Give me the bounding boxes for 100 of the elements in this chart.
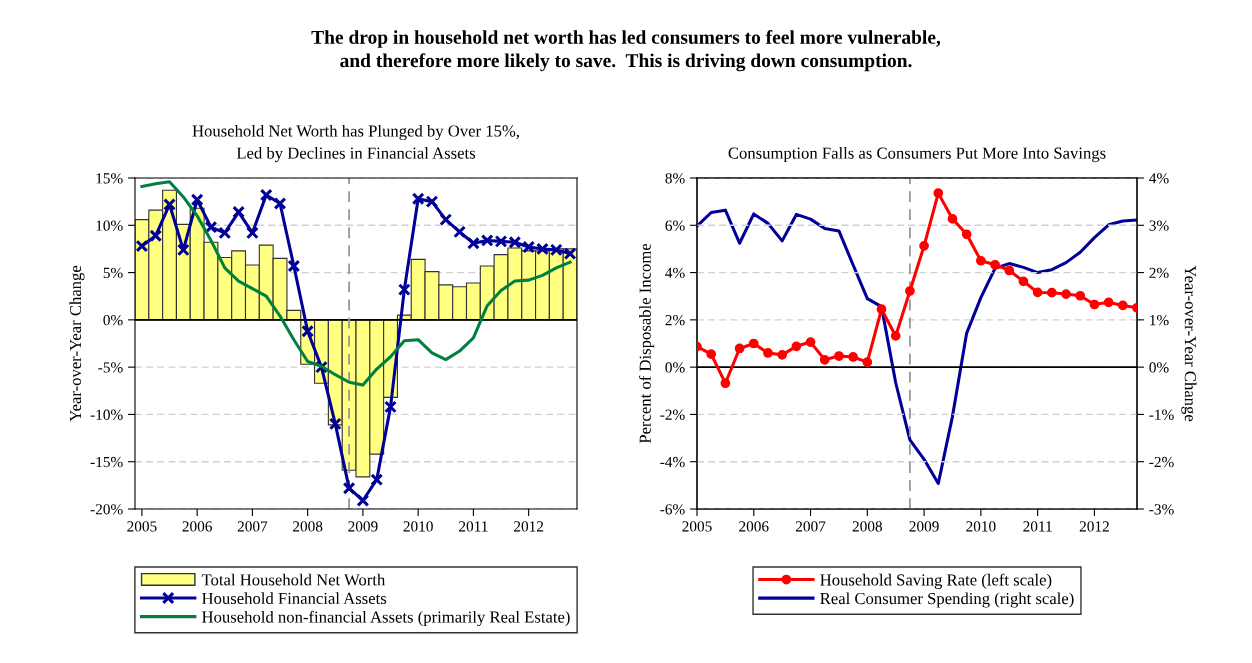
y-tick-label: -20% (90, 504, 123, 515)
point (734, 343, 745, 354)
point (905, 286, 915, 296)
x-tick-label: 2011 (459, 521, 488, 532)
line-series (140, 180, 572, 387)
x-tick-label: 2006 (182, 521, 212, 532)
point (706, 349, 717, 360)
y-tick-label: -4% (660, 456, 685, 468)
point (1061, 289, 1071, 299)
point (149, 229, 163, 243)
x-tick-label: 2009 (909, 521, 939, 532)
point (273, 197, 287, 210)
y2-tick-label: 0% (1149, 362, 1169, 373)
point (190, 193, 204, 207)
y-tick-label: -5% (98, 362, 123, 373)
point (1004, 265, 1015, 276)
y2-tick-label: 1% (1150, 315, 1169, 326)
point (819, 354, 830, 365)
point (990, 259, 1000, 270)
y-axis-title: Percent of Disposable Income (638, 243, 655, 444)
chart-title: Household Net Worth has Plunged by Over 15%, Led by Declines in Financial Assets (192, 124, 519, 163)
point (453, 225, 466, 239)
point (763, 348, 773, 358)
y-tick-label: -10% (90, 409, 123, 420)
point (876, 304, 887, 315)
y-tick-label: -6% (660, 504, 685, 515)
point (1046, 287, 1057, 298)
legend-label: Real Consumer Spending (right scale) (820, 592, 1074, 608)
point (370, 473, 384, 487)
x-tick-label: 2008 (293, 521, 323, 532)
point (976, 255, 986, 266)
y2-axis-title: Year-over-Year Change (1181, 265, 1197, 422)
point (204, 220, 218, 234)
point (342, 481, 356, 495)
y2-tick-label: -2% (1149, 456, 1174, 468)
point (1103, 297, 1114, 308)
point (805, 337, 816, 347)
point (777, 349, 788, 360)
point (848, 352, 858, 362)
point (748, 338, 759, 349)
y-tick-label: -2% (660, 409, 685, 420)
x-tick-label: 2012 (1079, 521, 1109, 532)
legend-label: Household Financial Assets (202, 592, 387, 605)
y-tick-label: 5% (103, 267, 123, 279)
y2-tick-label: 4% (1149, 173, 1169, 184)
legend-label: Total Household Net Worth (201, 573, 386, 586)
y-tick-label: 8% (665, 173, 685, 184)
y-tick-label: 15% (96, 173, 123, 184)
point (1089, 299, 1100, 310)
point (1018, 276, 1029, 287)
legend-label: Household non-financial Assets (primarily Real Estate) (202, 610, 570, 627)
y-tick-label: 4% (665, 267, 685, 279)
point (176, 243, 190, 257)
point (1075, 290, 1086, 301)
x-tick-label: 2008 (852, 521, 883, 532)
point (356, 494, 370, 507)
x-tick-label: 2009 (348, 521, 378, 532)
x-tick-label: 2006 (739, 521, 769, 532)
point (961, 229, 972, 240)
chart-title: Consumption Falls as Consumers Put More Into Savings (728, 146, 1106, 163)
y2-tick-label: -3% (1149, 504, 1174, 515)
point (232, 205, 245, 219)
y-tick-label: 2% (665, 315, 685, 326)
point (720, 378, 731, 389)
x-tick-label: 2005 (127, 521, 157, 532)
point (397, 283, 411, 296)
point (246, 226, 259, 240)
point (384, 400, 397, 414)
legend-label: Household Saving Rate (left scale) (820, 573, 1052, 589)
point (563, 247, 577, 261)
x-tick-label: 2007 (795, 521, 826, 532)
point (1117, 300, 1128, 311)
point (919, 240, 929, 251)
point (791, 341, 802, 352)
y-tick-label: -15% (90, 456, 123, 468)
point (301, 324, 315, 338)
x-tick-label: 2011 (1023, 521, 1052, 532)
x-tick-label: 2005 (682, 521, 712, 532)
y-axis-title: Year-over-Year Change (69, 265, 85, 422)
y2-tick-label: -1% (1149, 409, 1174, 420)
x-tick-label: 2010 (966, 521, 996, 532)
y-tick-label: 6% (665, 220, 685, 231)
point (834, 351, 844, 361)
point (163, 198, 176, 211)
y-tick-label: 0% (665, 362, 685, 373)
point (328, 417, 342, 431)
point (933, 188, 944, 198)
point (439, 213, 453, 226)
point (259, 188, 273, 202)
x-tick-label: 2010 (403, 521, 433, 532)
point (287, 259, 301, 273)
text: The drop in household net worth has led consumers to feel more vulnerable, and therefore more likely to save. This is driving down consumption. (311, 30, 941, 72)
point (862, 357, 873, 368)
y-tick-label: 0% (103, 315, 123, 326)
x-tick-label: 2012 (514, 521, 544, 532)
point (218, 226, 232, 240)
x-tick-label: 2007 (237, 521, 268, 532)
point (1032, 287, 1043, 298)
point (135, 239, 149, 253)
point (947, 214, 958, 224)
